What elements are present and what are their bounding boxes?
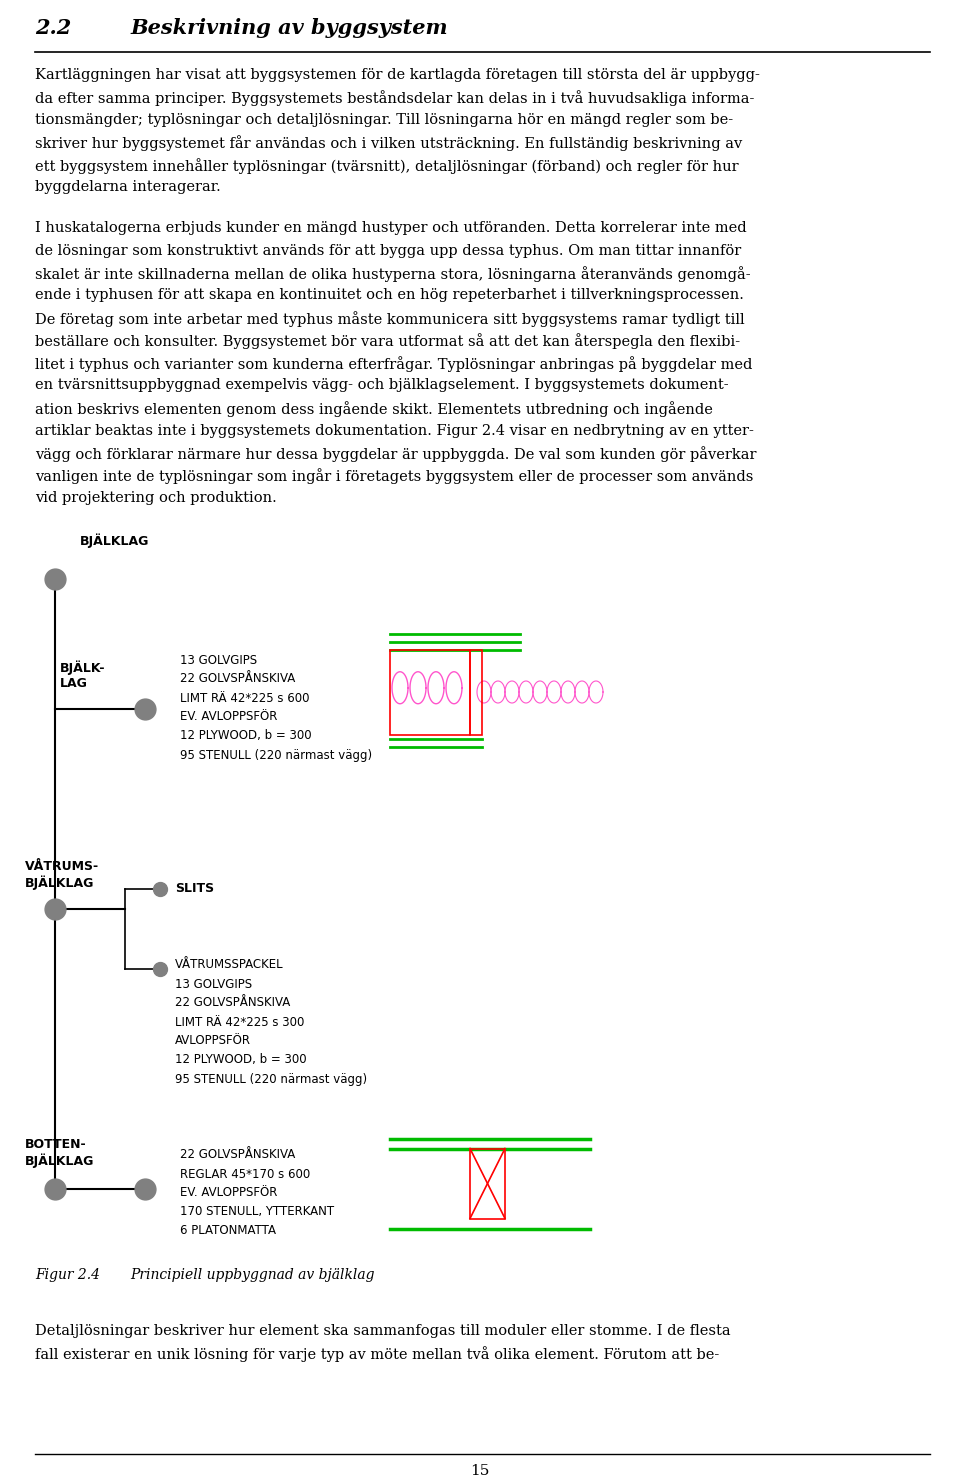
Text: vid projektering och produktion.: vid projektering och produktion. bbox=[35, 491, 276, 505]
Text: 12 PLYWOOD, b = 300: 12 PLYWOOD, b = 300 bbox=[175, 1054, 306, 1067]
Text: 13 GOLVGIPS: 13 GOLVGIPS bbox=[180, 653, 257, 666]
Text: BJÄLKLAG: BJÄLKLAG bbox=[80, 534, 150, 548]
Text: Kartläggningen har visat att byggsystemen för de kartlagda företagen till störst: Kartläggningen har visat att byggsysteme… bbox=[35, 68, 760, 82]
Text: litet i typhus och varianter som kunderna efterfrågar. Typlösningar anbringas på: litet i typhus och varianter som kundern… bbox=[35, 356, 753, 372]
Text: VÅTRUMSSPACKEL: VÅTRUMSSPACKEL bbox=[175, 959, 283, 972]
Text: 95 STENULL (220 närmast vägg): 95 STENULL (220 närmast vägg) bbox=[175, 1073, 367, 1085]
Text: REGLAR 45*170 s 600: REGLAR 45*170 s 600 bbox=[180, 1168, 310, 1180]
Text: artiklar beaktas inte i byggsystemets dokumentation. Figur 2.4 visar en nedbrytn: artiklar beaktas inte i byggsystemets do… bbox=[35, 423, 754, 438]
Text: 170 STENULL, YTTERKANT: 170 STENULL, YTTERKANT bbox=[180, 1205, 334, 1218]
Text: ende i typhusen för att skapa en kontinuitet och en hög repeterbarhet i tillverk: ende i typhusen för att skapa en kontinu… bbox=[35, 288, 744, 303]
Text: I huskatalogerna erbjuds kunder en mängd hustyper och utföranden. Detta korreler: I huskatalogerna erbjuds kunder en mängd… bbox=[35, 221, 747, 234]
Text: Principiell uppbyggnad av bjälklag: Principiell uppbyggnad av bjälklag bbox=[130, 1269, 374, 1282]
Text: en tvärsnittsuppbyggnad exempelvis vägg- och bjälklagselement. I byggsystemets d: en tvärsnittsuppbyggnad exempelvis vägg-… bbox=[35, 378, 729, 392]
Text: fall existerar en unik lösning för varje typ av möte mellan två olika element. F: fall existerar en unik lösning för varje… bbox=[35, 1346, 719, 1362]
Text: De företag som inte arbetar med typhus måste kommunicera sitt byggsystems ramar : De företag som inte arbetar med typhus m… bbox=[35, 312, 745, 326]
Text: tionsmängder; typlösningar och detaljlösningar. Till lösningarna hör en mängd re: tionsmängder; typlösningar och detaljlös… bbox=[35, 113, 733, 128]
Text: da efter samma principer. Byggsystemets beståndsdelar kan delas in i två huvudsa: da efter samma principer. Byggsystemets … bbox=[35, 91, 755, 107]
Text: EV. AVLOPPSFÖR: EV. AVLOPPSFÖR bbox=[180, 1187, 277, 1199]
Text: 22 GOLVSPÅNSKIVA: 22 GOLVSPÅNSKIVA bbox=[180, 1149, 296, 1162]
Text: Beskrivning av byggsystem: Beskrivning av byggsystem bbox=[130, 18, 447, 39]
Text: ation beskrivs elementen genom dess ingående skikt. Elementets utbredning och in: ation beskrivs elementen genom dess ingå… bbox=[35, 401, 713, 417]
Text: BOTTEN-
BJÄLKLAG: BOTTEN- BJÄLKLAG bbox=[25, 1138, 94, 1168]
Text: Figur 2.4: Figur 2.4 bbox=[35, 1269, 100, 1282]
Text: skalet är inte skillnaderna mellan de olika hustyperna stora, lösningarna återan: skalet är inte skillnaderna mellan de ol… bbox=[35, 266, 751, 282]
Text: 6 PLATONMATTA: 6 PLATONMATTA bbox=[180, 1224, 276, 1238]
Text: AVLOPPSFÖR: AVLOPPSFÖR bbox=[175, 1034, 251, 1048]
Text: vägg och förklarar närmare hur dessa byggdelar är uppbyggda. De val som kunden g: vägg och förklarar närmare hur dessa byg… bbox=[35, 447, 756, 462]
Text: 22 GOLVSPÅNSKIVA: 22 GOLVSPÅNSKIVA bbox=[175, 996, 290, 1009]
Text: BJÄLK-
LAG: BJÄLK- LAG bbox=[60, 660, 106, 690]
Bar bbox=[390, 650, 470, 735]
Text: vanligen inte de typlösningar som ingår i företagets byggsystem eller de process: vanligen inte de typlösningar som ingår … bbox=[35, 469, 754, 484]
Text: 12 PLYWOOD, b = 300: 12 PLYWOOD, b = 300 bbox=[180, 730, 312, 742]
Text: SLITS: SLITS bbox=[175, 881, 214, 895]
Text: Detaljlösningar beskriver hur element ska sammanfogas till moduler eller stomme.: Detaljlösningar beskriver hur element sk… bbox=[35, 1324, 731, 1337]
Text: skriver hur byggsystemet får användas och i vilken utsträckning. En fullständig : skriver hur byggsystemet får användas oc… bbox=[35, 135, 742, 151]
Text: 13 GOLVGIPS: 13 GOLVGIPS bbox=[175, 978, 252, 990]
Text: 22 GOLVSPÅNSKIVA: 22 GOLVSPÅNSKIVA bbox=[180, 672, 296, 686]
Text: byggdelarna interagerar.: byggdelarna interagerar. bbox=[35, 181, 221, 194]
Text: VÅTRUMS-
BJÄLKLAG: VÅTRUMS- BJÄLKLAG bbox=[25, 861, 99, 890]
Text: de lösningar som konstruktivt används för att bygga upp dessa typhus. Om man tit: de lösningar som konstruktivt används fö… bbox=[35, 243, 741, 258]
Text: 2.2: 2.2 bbox=[35, 18, 71, 39]
Bar bbox=[470, 650, 482, 735]
Text: LIMT RÄ 42*225 s 600: LIMT RÄ 42*225 s 600 bbox=[180, 692, 309, 705]
Bar bbox=[470, 1149, 505, 1218]
Text: beställare och konsulter. Byggsystemet bör vara utformat så att det kan återspeg: beställare och konsulter. Byggsystemet b… bbox=[35, 334, 740, 349]
Text: EV. AVLOPPSFÖR: EV. AVLOPPSFÖR bbox=[180, 711, 277, 724]
Text: 15: 15 bbox=[470, 1465, 490, 1478]
Text: LIMT RÄ 42*225 s 300: LIMT RÄ 42*225 s 300 bbox=[175, 1015, 304, 1028]
Text: ett byggsystem innehåller typlösningar (tvärsnitt), detaljlösningar (förband) oc: ett byggsystem innehåller typlösningar (… bbox=[35, 157, 738, 174]
Text: 95 STENULL (220 närmast vägg): 95 STENULL (220 närmast vägg) bbox=[180, 748, 372, 761]
